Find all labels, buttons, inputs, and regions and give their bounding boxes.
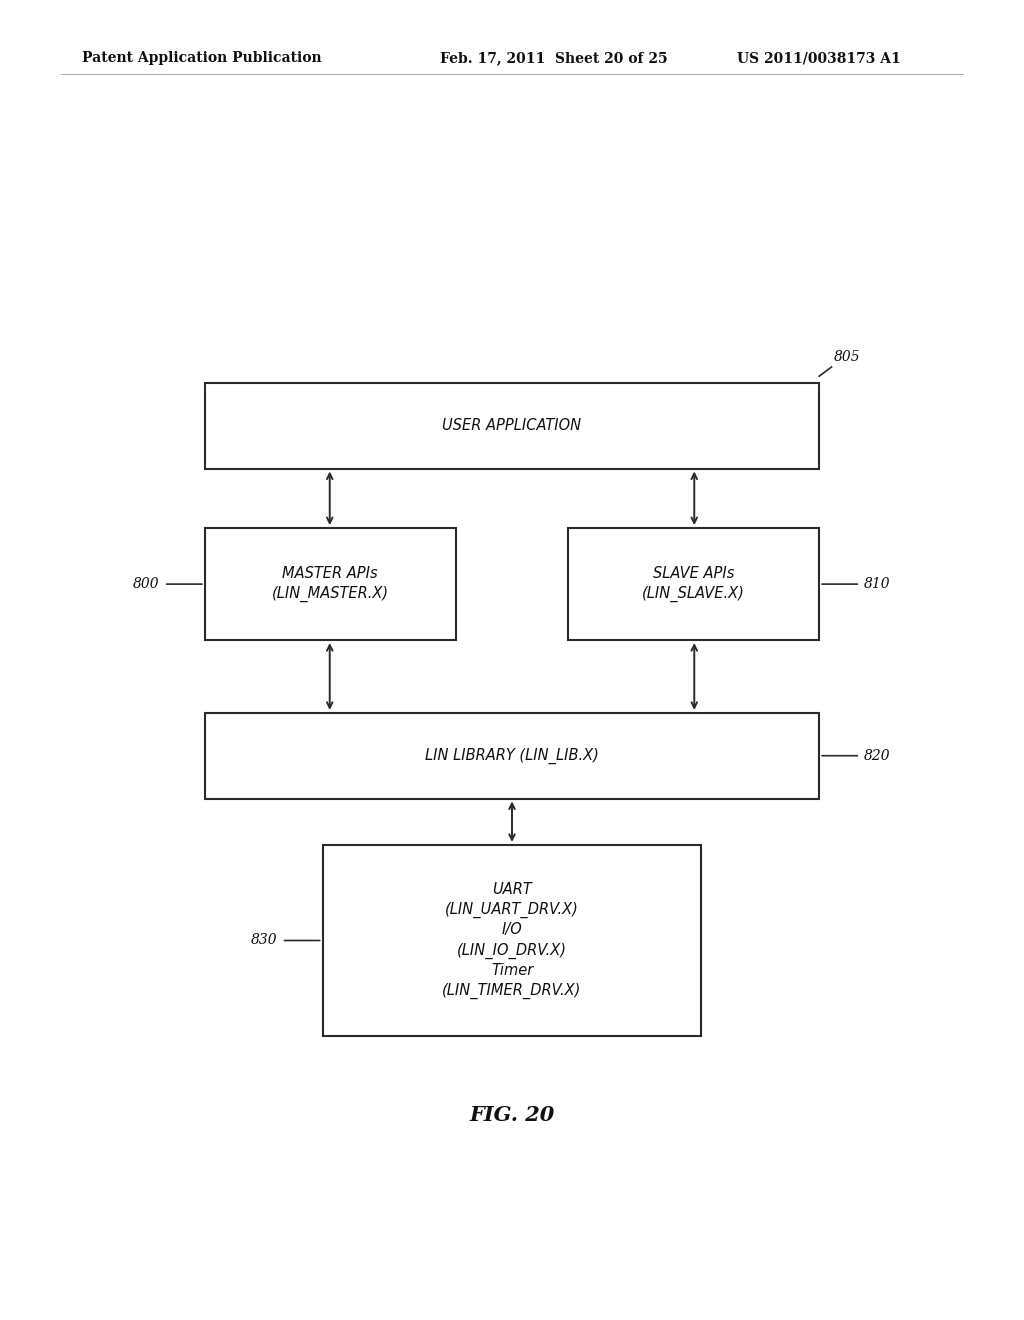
- Text: UART
(LIN_UART_DRV.X)
I/O
(LIN_IO_DRV.X)
Timer
(LIN_TIMER_DRV.X): UART (LIN_UART_DRV.X) I/O (LIN_IO_DRV.X)…: [442, 882, 582, 999]
- Text: Patent Application Publication: Patent Application Publication: [82, 51, 322, 65]
- Text: 810: 810: [864, 577, 891, 591]
- Text: 805: 805: [834, 350, 860, 364]
- Bar: [205, 383, 819, 469]
- Bar: [323, 845, 701, 1036]
- Text: USER APPLICATION: USER APPLICATION: [442, 418, 582, 433]
- Bar: [568, 528, 819, 640]
- Text: MASTER APIs
(LIN_MASTER.X): MASTER APIs (LIN_MASTER.X): [271, 566, 389, 602]
- Bar: [205, 713, 819, 799]
- Text: 830: 830: [251, 933, 278, 948]
- Text: 820: 820: [864, 748, 891, 763]
- Bar: [205, 528, 456, 640]
- Text: SLAVE APIs
(LIN_SLAVE.X): SLAVE APIs (LIN_SLAVE.X): [642, 566, 745, 602]
- Text: FIG. 20: FIG. 20: [469, 1105, 555, 1126]
- Text: 800: 800: [133, 577, 160, 591]
- Text: LIN LIBRARY (LIN_LIB.X): LIN LIBRARY (LIN_LIB.X): [425, 747, 599, 764]
- Text: Feb. 17, 2011  Sheet 20 of 25: Feb. 17, 2011 Sheet 20 of 25: [440, 51, 668, 65]
- Text: US 2011/0038173 A1: US 2011/0038173 A1: [737, 51, 901, 65]
